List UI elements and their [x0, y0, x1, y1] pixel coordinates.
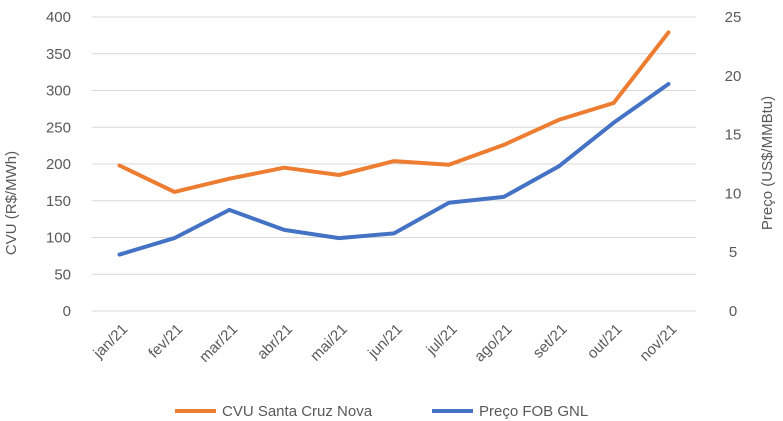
left-axis-ticks: 0 50 100 150 200 250 300 350 400 [46, 9, 71, 320]
x-axis-ticks: jan/21 fev/21 mar/21 abr/21 mai/21 jun/21 jul/… [90, 321, 681, 366]
left-tick-label: 0 [63, 303, 71, 320]
right-tick-label: 5 [729, 244, 737, 261]
right-axis-ticks: 0 5 10 15 20 25 [725, 9, 742, 320]
x-tick-label: out/21 [584, 321, 626, 363]
left-tick-label: 50 [54, 266, 71, 283]
series-line-cvu [117, 30, 671, 194]
legend: CVU Santa Cruz Nova Preço FOB GNL [175, 403, 588, 420]
y-axis-title-right: Preço (US$/MMBtu) [759, 96, 776, 230]
left-tick-label: 400 [46, 9, 71, 26]
x-tick-label: ago/21 [471, 321, 515, 365]
left-tick-label: 250 [46, 119, 71, 136]
legend-label-cvu: CVU Santa Cruz Nova [222, 403, 373, 420]
series-line-fob [117, 82, 671, 257]
x-tick-label: jul/21 [423, 321, 461, 359]
right-tick-label: 25 [725, 9, 742, 26]
x-tick-label: abr/21 [254, 321, 296, 363]
right-tick-label: 20 [725, 68, 742, 85]
x-tick-label: fev/21 [145, 321, 186, 362]
left-tick-label: 200 [46, 156, 71, 173]
x-tick-label: mai/21 [307, 321, 351, 365]
x-tick-label: nov/21 [637, 321, 681, 365]
x-tick-label: set/21 [530, 321, 571, 362]
right-tick-label: 0 [729, 303, 737, 320]
series-lines [117, 30, 671, 257]
gridlines [92, 16, 696, 312]
right-tick-label: 15 [725, 127, 742, 144]
right-tick-label: 10 [725, 185, 742, 202]
left-tick-label: 300 [46, 83, 71, 100]
x-tick-label: jun/21 [364, 321, 406, 363]
x-tick-label: jan/21 [90, 321, 132, 363]
x-tick-label: mar/21 [196, 321, 241, 366]
left-tick-label: 150 [46, 193, 71, 210]
y-axis-title-left: CVU (R$/MWh) [3, 151, 20, 255]
left-tick-label: 100 [46, 230, 71, 247]
left-tick-label: 350 [46, 46, 71, 63]
legend-label-fob: Preço FOB GNL [479, 403, 588, 420]
